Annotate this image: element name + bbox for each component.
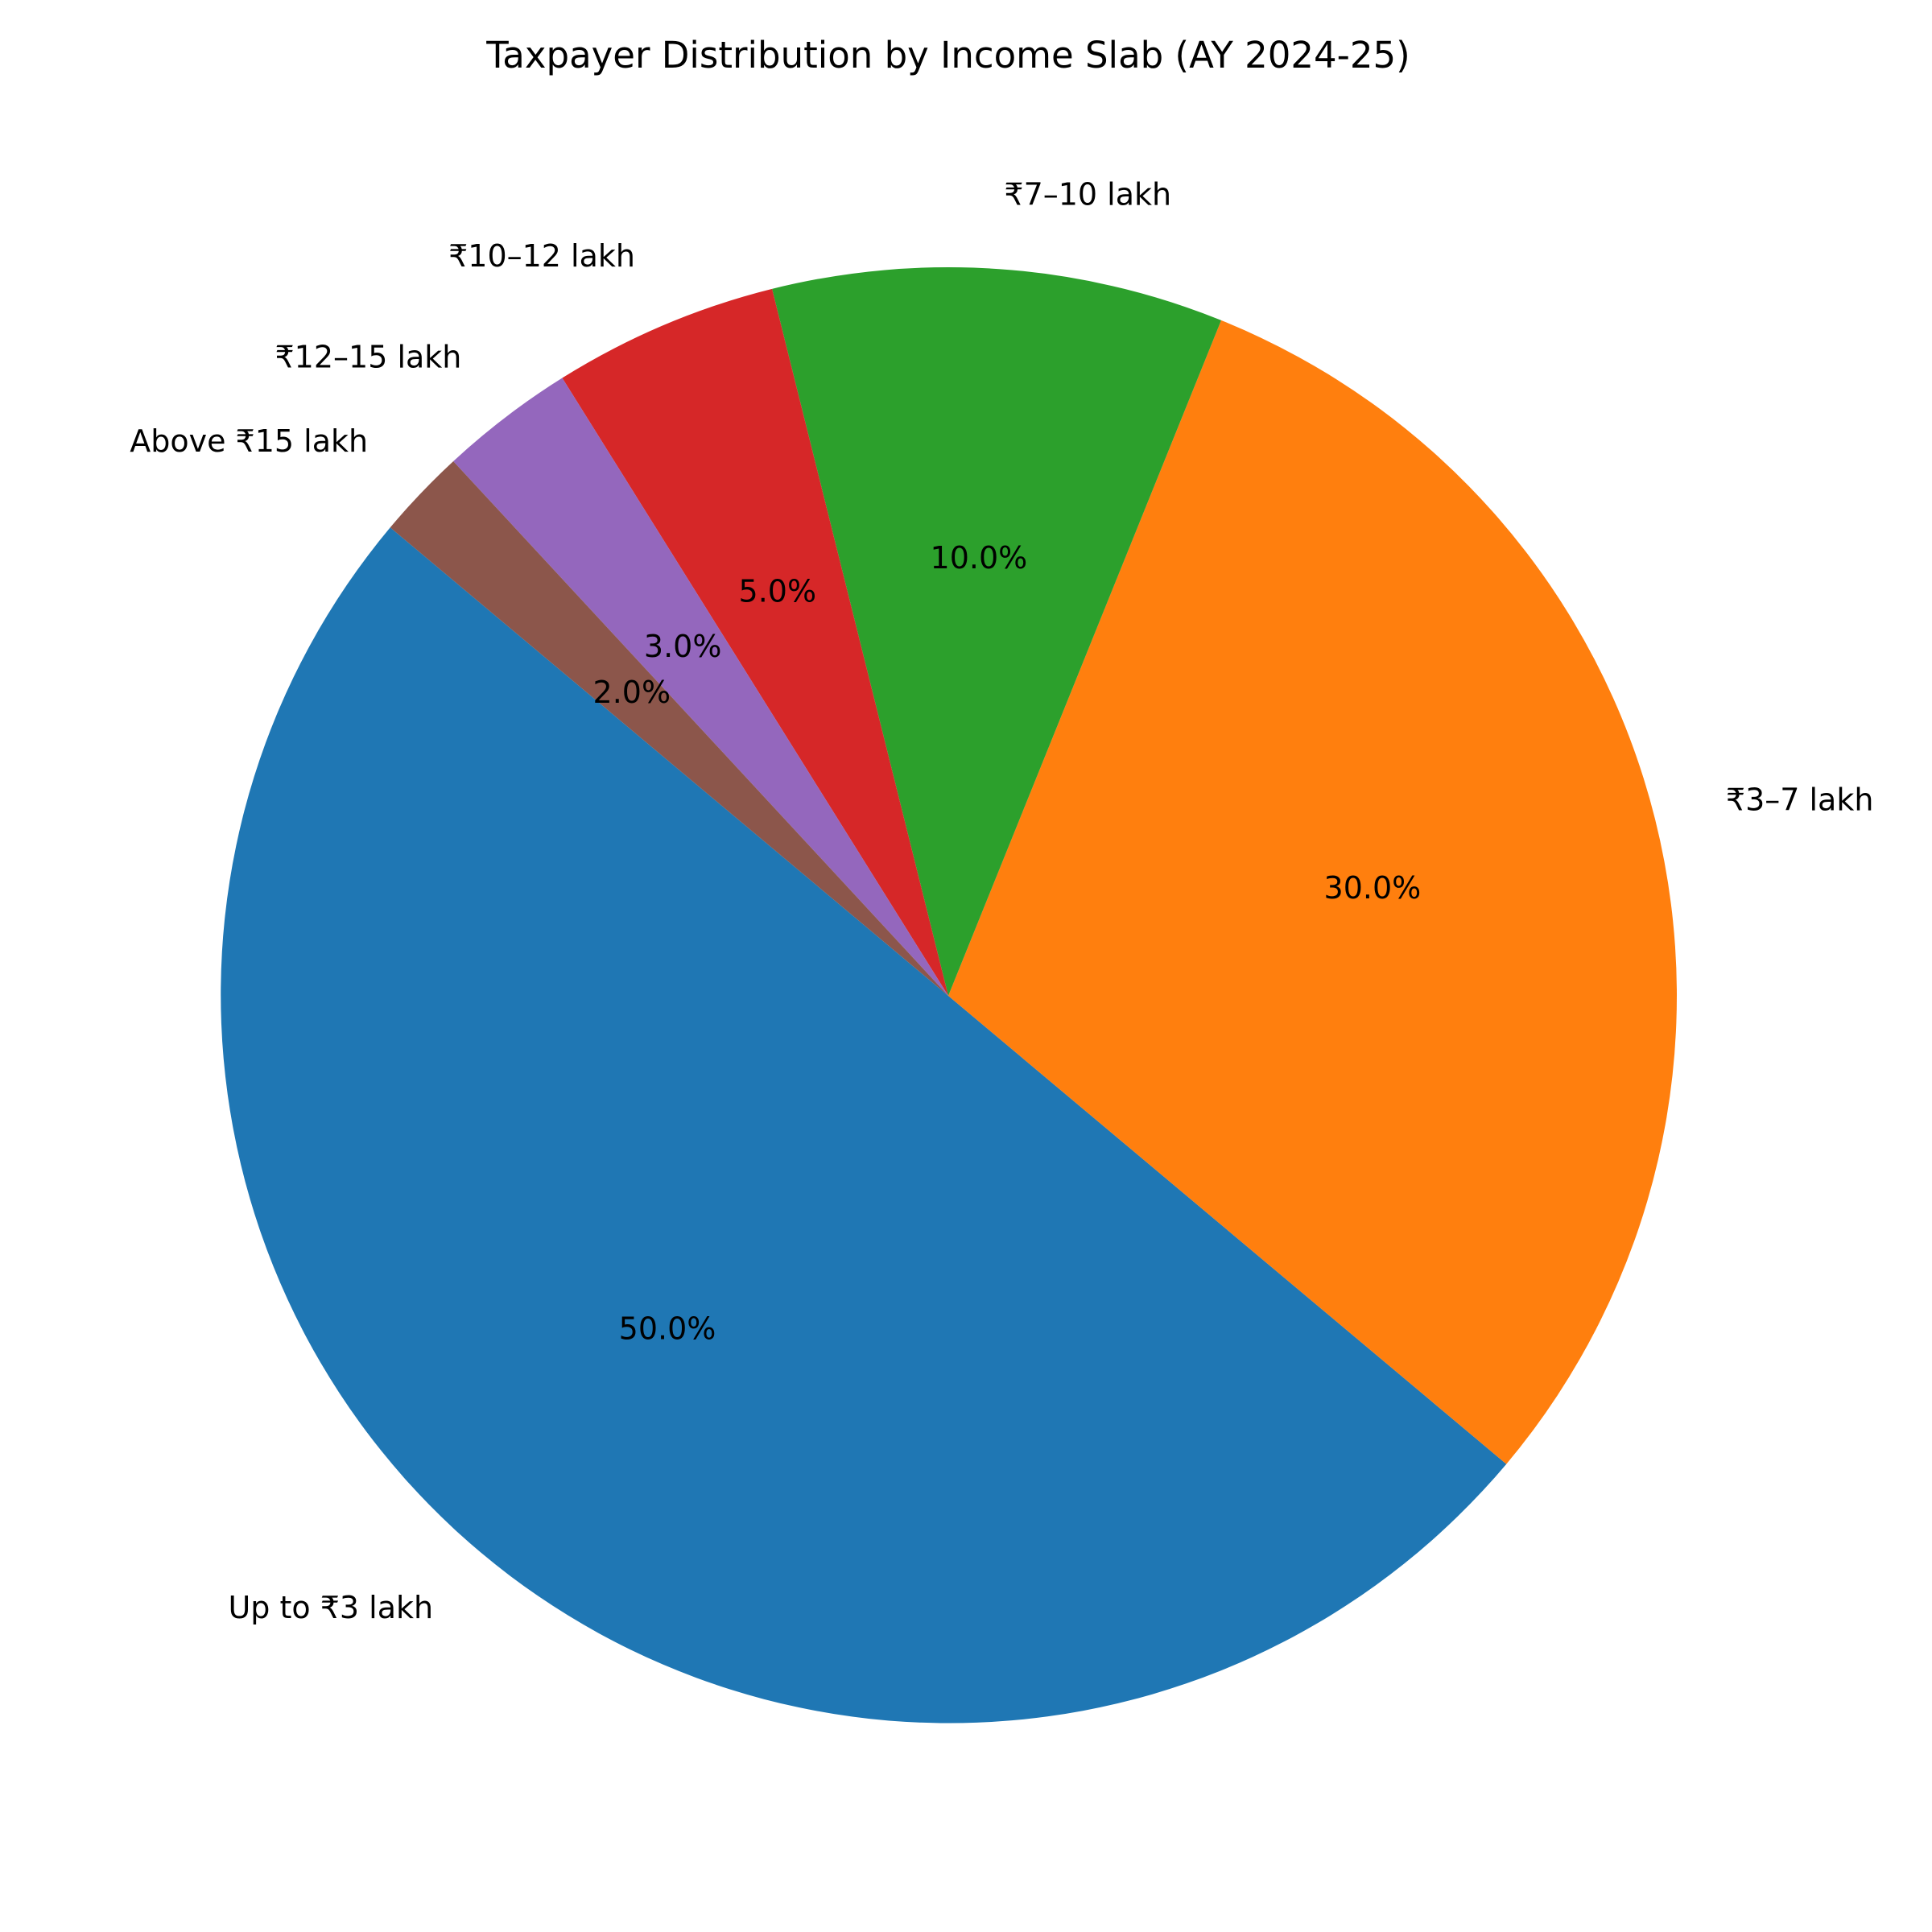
slice-percent-up-to-3-lakh: 50.0% — [619, 1311, 716, 1347]
slice-label-above-15-lakh: Above ₹15 lakh — [130, 423, 368, 459]
pie-slice-3-7-lakh — [948, 320, 1677, 1464]
slice-percent-7-10-lakh: 10.0% — [931, 540, 1028, 576]
slice-label-up-to-3-lakh: Up to ₹3 lakh — [228, 1590, 433, 1625]
slice-percent-above-15-lakh: 2.0% — [593, 675, 671, 710]
pie-slice-above-15-lakh — [390, 460, 949, 996]
slice-label-12-15-lakh: ₹12–15 lakh — [275, 340, 461, 375]
slices-layer — [221, 266, 1677, 1724]
pie-slice-up-to-3-lakh — [221, 527, 1507, 1724]
slice-percent-10-12-lakh: 5.0% — [739, 574, 817, 609]
slice-label-7-10-lakh: ₹7–10 lakh — [1004, 176, 1171, 212]
pie-slice-7-10-lakh — [772, 266, 1222, 997]
slice-label-3-7-lakh: ₹3–7 lakh — [1726, 782, 1874, 818]
slice-label-10-12-lakh: ₹10–12 lakh — [448, 238, 635, 274]
pie-slice-10-12-lakh — [562, 288, 948, 996]
slice-percent-12-15-lakh: 3.0% — [644, 629, 722, 664]
pie-slice-12-15-lakh — [453, 378, 948, 996]
labels-layer: Up to ₹3 lakh 50.0% ₹3–7 lakh 30.0% ₹7–10 la… — [130, 176, 1873, 1625]
slice-percent-3-7-lakh: 30.0% — [1324, 870, 1422, 906]
chart-title: Taxpayer Distribution by Income Slab (AY… — [485, 34, 1410, 76]
